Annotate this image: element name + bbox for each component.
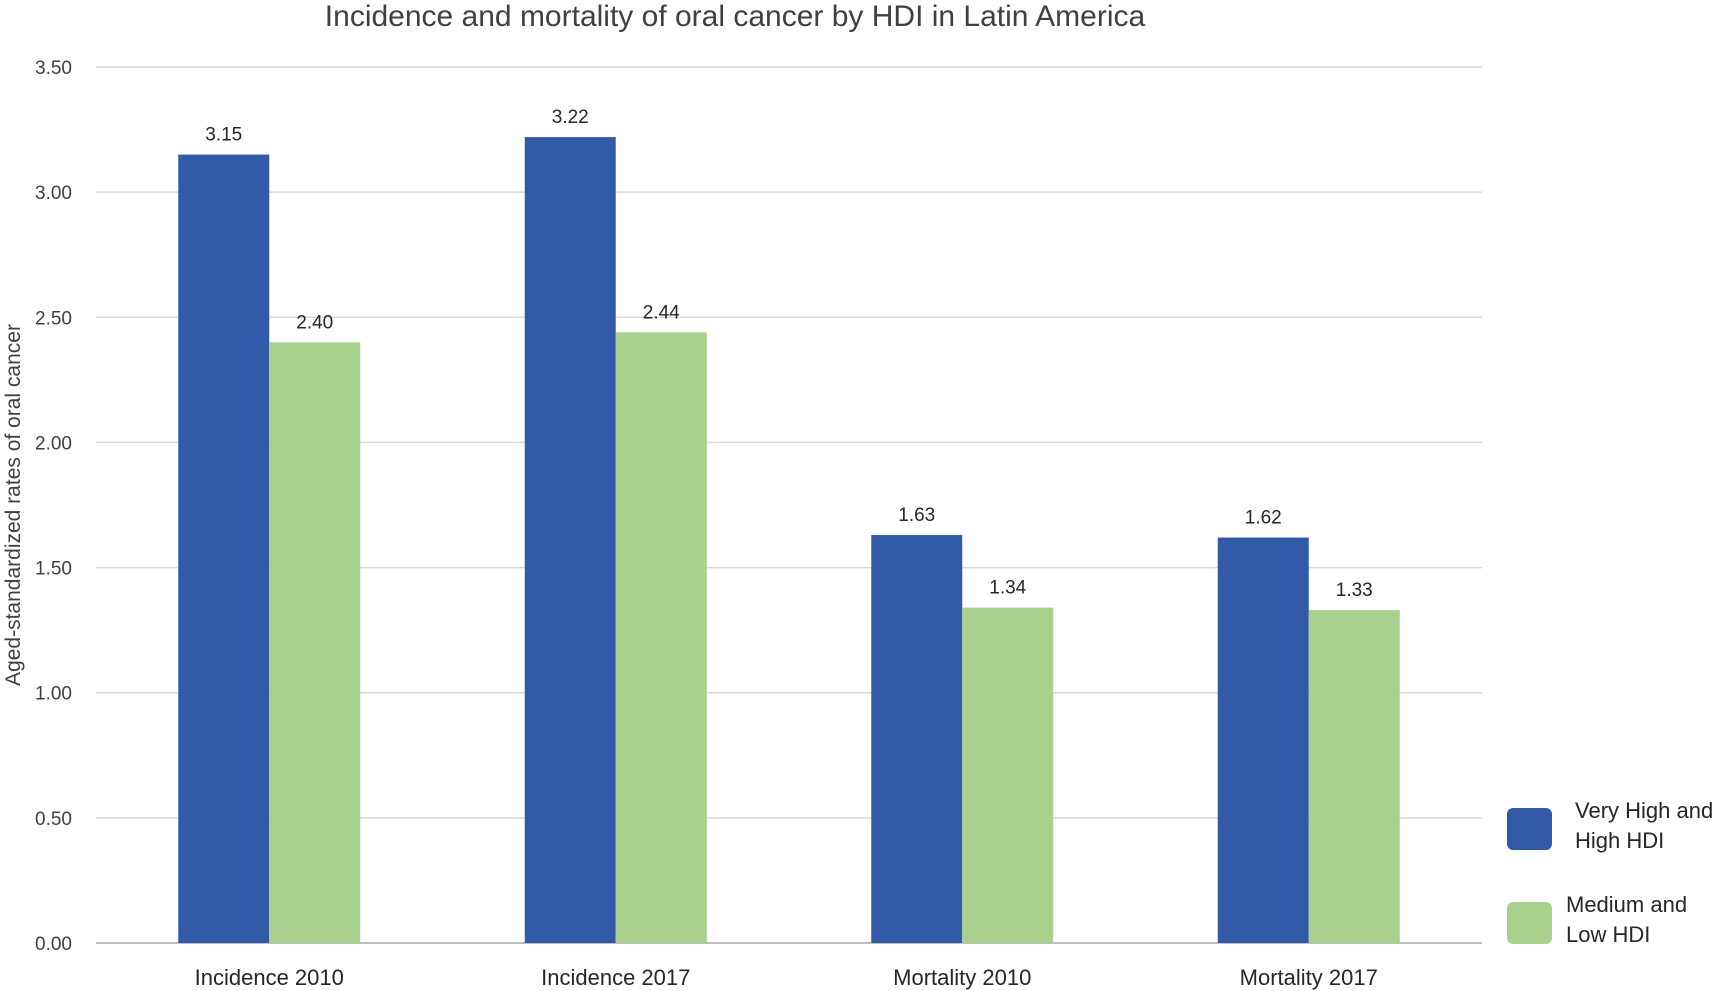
x-tick-label: Mortality 2010 bbox=[893, 965, 1031, 990]
legend: Very High and High HDI Medium and Low HDI bbox=[1507, 798, 1713, 947]
x-tick-label: Incidence 2010 bbox=[195, 965, 344, 990]
data-label: 2.44 bbox=[643, 302, 680, 323]
y-tick-label: 2.00 bbox=[35, 433, 72, 454]
bar bbox=[269, 342, 361, 943]
y-tick-label: 2.50 bbox=[35, 308, 72, 329]
legend-label: Medium and bbox=[1566, 892, 1687, 917]
data-label: 1.34 bbox=[989, 578, 1026, 599]
bar bbox=[524, 137, 616, 943]
data-label: 1.62 bbox=[1245, 508, 1282, 529]
bar bbox=[178, 154, 270, 944]
data-label: 2.40 bbox=[296, 312, 333, 333]
bar bbox=[1308, 610, 1400, 943]
data-label: 3.22 bbox=[552, 107, 589, 128]
x-axis-ticks: Incidence 2010 Incidence 2017 Mortality 20… bbox=[195, 965, 1378, 990]
legend-label: Very High and bbox=[1575, 798, 1713, 823]
y-tick-label: 0.00 bbox=[35, 934, 72, 955]
legend-swatch bbox=[1507, 902, 1552, 944]
x-tick-label: Mortality 2017 bbox=[1240, 965, 1378, 990]
y-tick-label: 3.50 bbox=[35, 58, 72, 79]
data-label: 1.33 bbox=[1336, 580, 1373, 601]
data-label: 1.63 bbox=[898, 505, 935, 526]
y-axis-label: Aged-standardized rates of oral cancer bbox=[2, 324, 25, 686]
bar bbox=[871, 535, 963, 943]
legend-swatch bbox=[1507, 808, 1552, 850]
y-tick-label: 3.00 bbox=[35, 183, 72, 204]
y-tick-label: 0.50 bbox=[35, 809, 72, 830]
bars bbox=[178, 137, 1400, 944]
bar bbox=[615, 332, 707, 943]
y-tick-label: 1.00 bbox=[35, 684, 72, 705]
y-tick-label: 1.50 bbox=[35, 559, 72, 580]
legend-label: Low HDI bbox=[1566, 922, 1650, 947]
bar bbox=[1217, 537, 1309, 943]
bar bbox=[962, 607, 1054, 943]
x-tick-label: Incidence 2017 bbox=[541, 965, 690, 990]
data-labels: 3.15 2.40 3.22 2.44 1.63 1.34 1.62 1.33 bbox=[205, 107, 1372, 601]
chart-title: Incidence and mortality of oral cancer b… bbox=[325, 0, 1146, 33]
y-axis-ticks: 0.00 0.50 1.00 1.50 2.00 2.50 3.00 3.50 bbox=[35, 58, 72, 955]
legend-label: High HDI bbox=[1575, 828, 1664, 853]
data-label: 3.15 bbox=[205, 125, 242, 146]
